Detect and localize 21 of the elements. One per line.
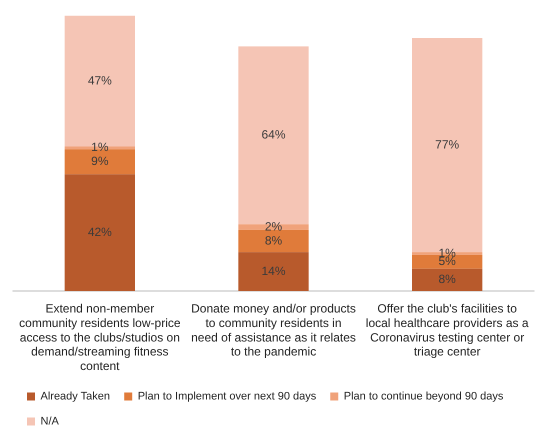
data-label: 1% bbox=[91, 140, 109, 154]
data-label: 42% bbox=[88, 224, 112, 239]
legend-label: Plan to continue beyond 90 days bbox=[344, 390, 504, 403]
bar bbox=[238, 252, 309, 291]
data-label: 14% bbox=[261, 264, 286, 278]
data-label: 2% bbox=[264, 219, 282, 234]
x-tick-label: Extend non-member community residents low-price access to the clubs/studios on demand/streaming fitness content bbox=[19, 302, 181, 374]
legend-label: N/A bbox=[40, 416, 60, 428]
data-label: 47% bbox=[88, 73, 112, 88]
bar bbox=[64, 174, 135, 291]
x-tick-label: Donate money and/or products to community residents in need of assistance as it relates to the pandemic bbox=[191, 302, 356, 359]
legend-label: Already Taken bbox=[40, 390, 110, 403]
bar bbox=[412, 268, 482, 291]
x-tick-label: Offer the club's facilities to local healthcare providers as a Coronavirus testing center or triage center bbox=[366, 302, 529, 359]
legend-label: Plan to Implement over next 90 days bbox=[138, 390, 317, 403]
bar bbox=[238, 230, 309, 252]
data-label: 9% bbox=[91, 154, 109, 168]
data-label: 77% bbox=[435, 137, 460, 152]
data-label: 64% bbox=[261, 128, 286, 142]
data-label: 8% bbox=[438, 272, 456, 286]
data-label: 8% bbox=[264, 233, 282, 248]
